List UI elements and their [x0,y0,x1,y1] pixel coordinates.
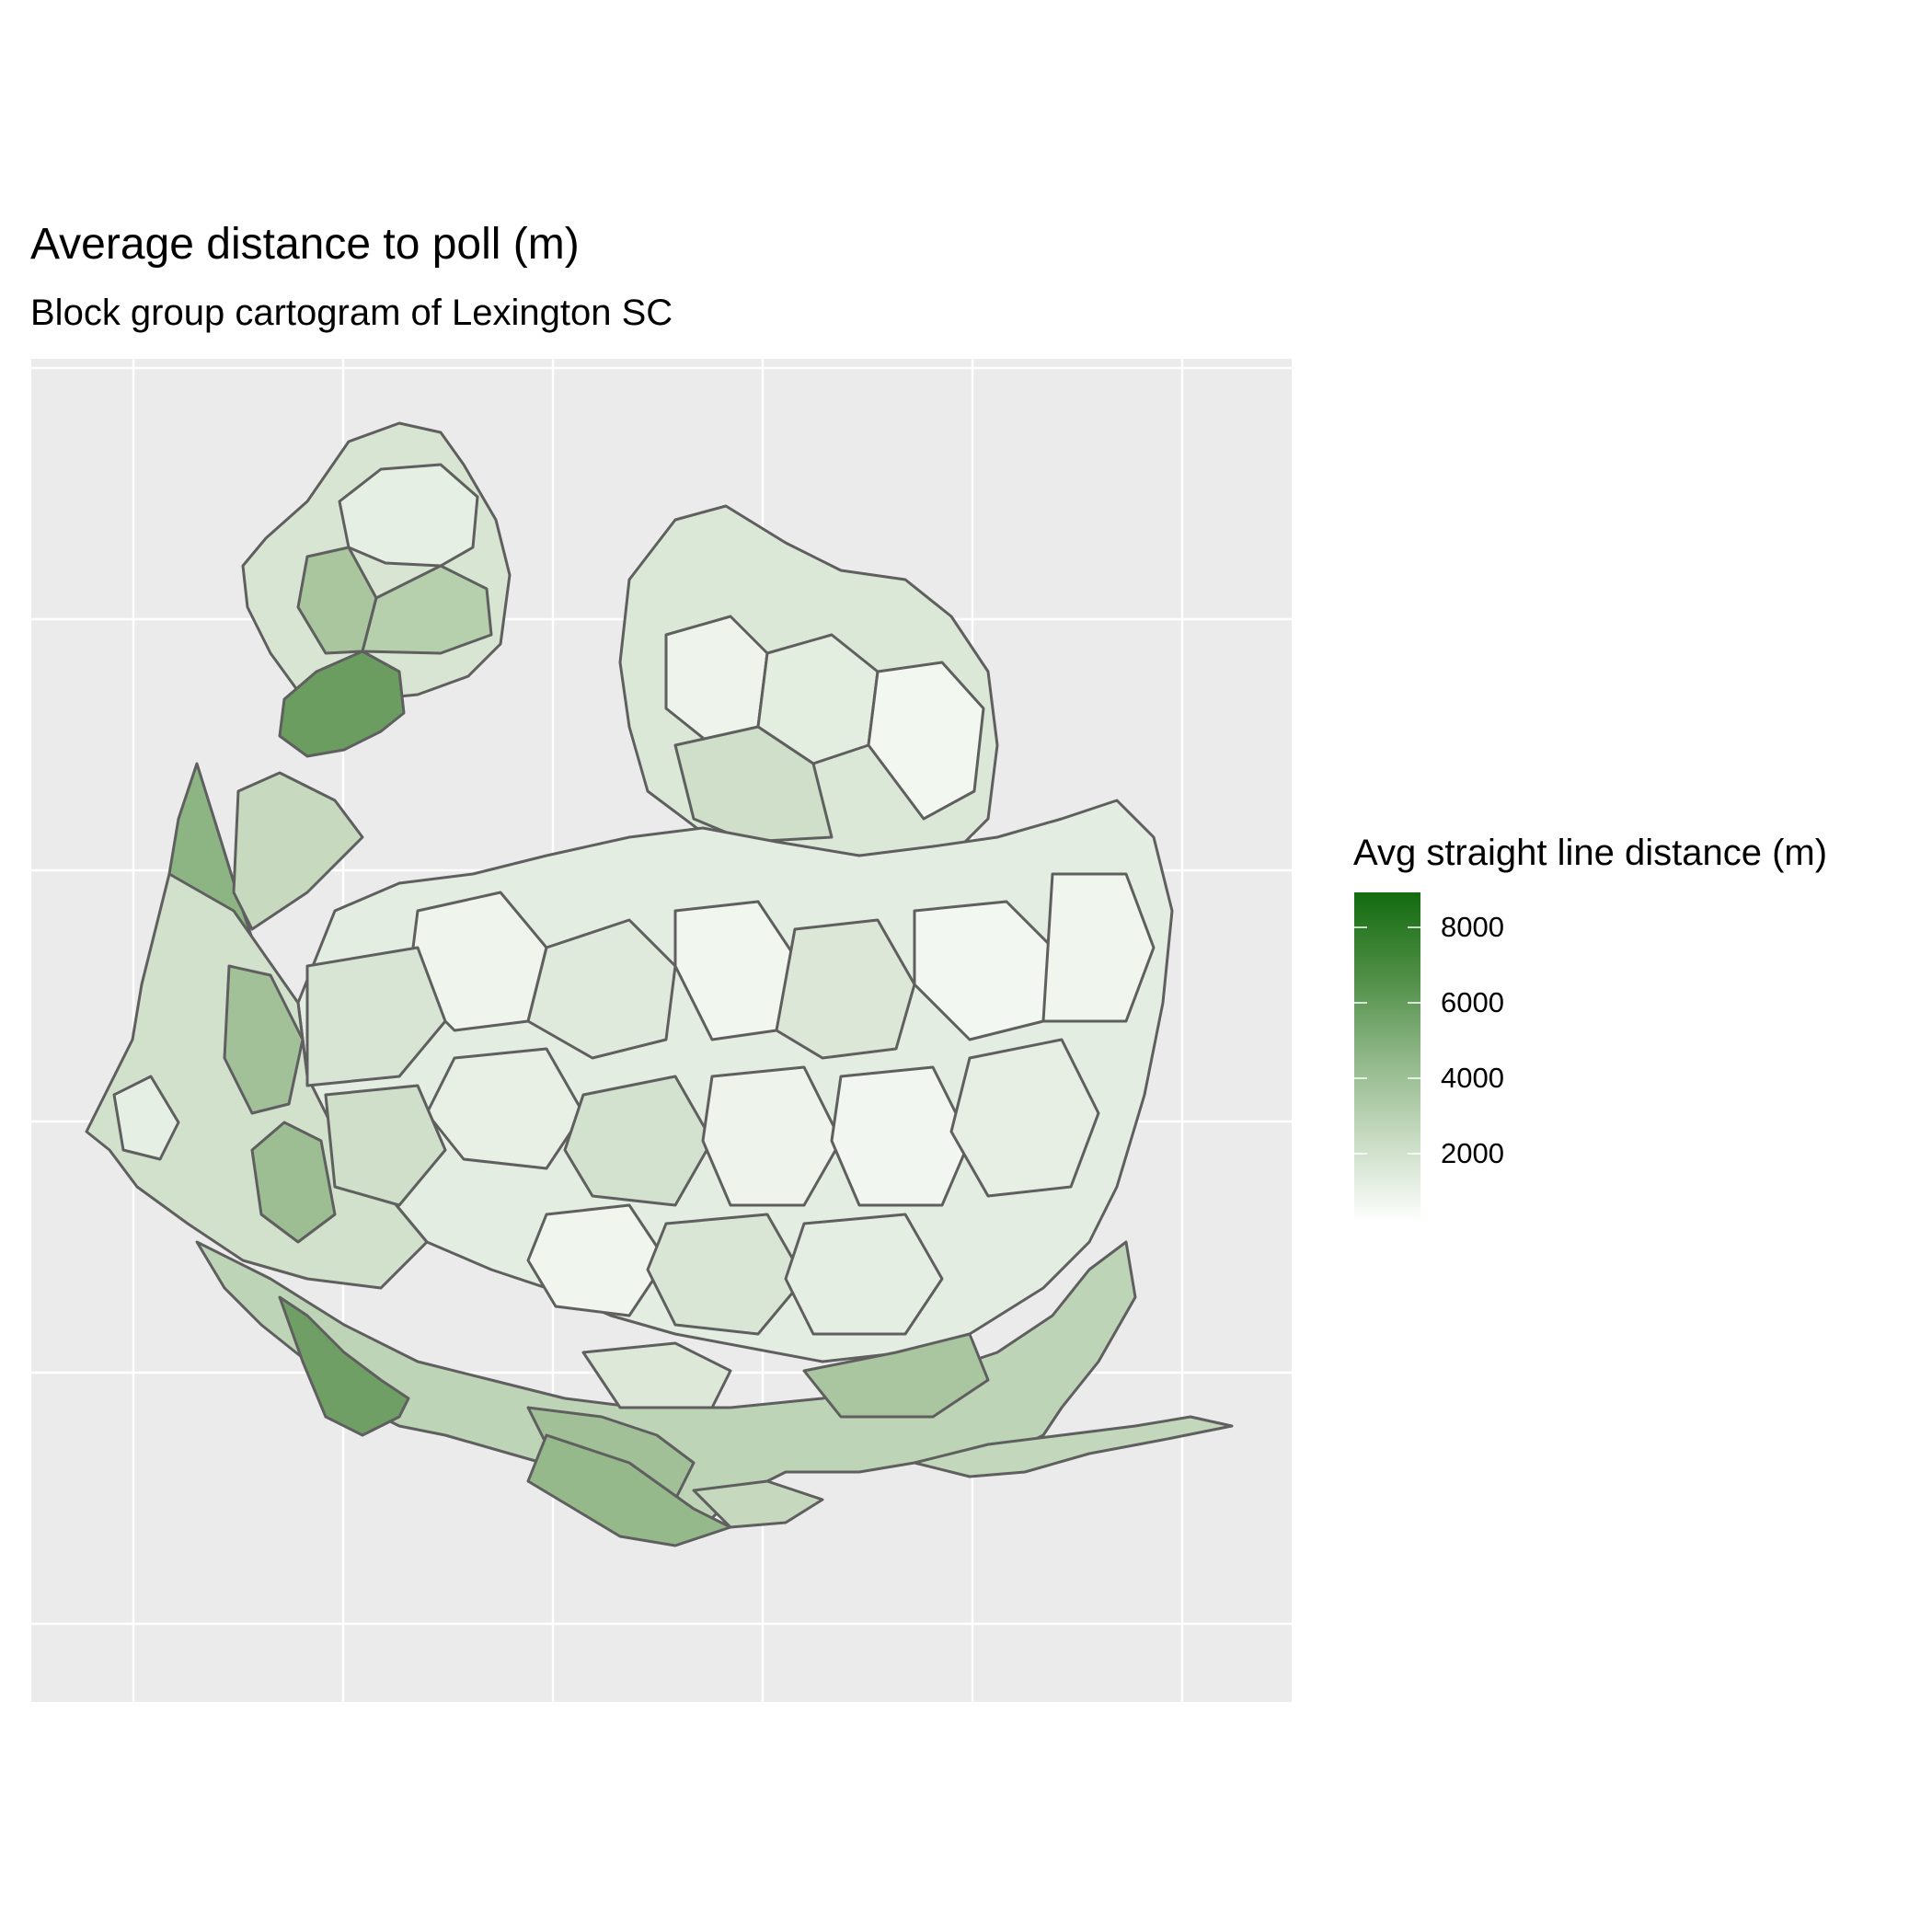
region-west-finger2 [232,771,364,931]
region-core-d [775,918,916,1060]
region-south-d [802,1332,990,1419]
region-west-b [250,1121,337,1244]
region-nw-top [338,463,479,568]
chart-subtitle: Block group cartogram of Lexington SC [30,293,673,333]
cartogram-map [31,359,1292,1702]
legend-label-8000: 8000 [1441,911,1504,943]
region-se-spur [913,1415,1234,1478]
map-regions [86,423,1234,1547]
legend-label-6000: 6000 [1441,986,1504,1018]
legend-colorbar [1354,892,1420,1224]
legend-label-4000: 4000 [1441,1062,1504,1094]
region-south-c [581,1341,732,1409]
region-west-e [324,1084,447,1207]
region-core-j [830,1065,972,1207]
legend-ticks [1354,926,1420,1155]
region-ne-c [867,661,985,821]
chart-title: Average distance to poll (m) [30,220,580,269]
region-core-k [949,1038,1100,1198]
region-core-m [646,1213,806,1336]
region-south-f [692,1479,824,1529]
region-core-l [526,1203,668,1317]
region-core-h [563,1075,714,1207]
region-core-b [526,918,677,1060]
region-west-a [223,964,305,1115]
region-core-i [701,1065,843,1207]
region-core-f [1041,872,1156,1023]
legend-title: Avg straight line distance (m) [1353,833,1828,873]
region-sw-bottom [526,1433,732,1547]
region-nw-fan [278,650,406,758]
region-west-d [305,946,447,1087]
legend-label-2000: 2000 [1441,1137,1504,1169]
region-ne-d [673,725,834,844]
region-core-n [784,1213,944,1336]
region-south-a [278,1295,410,1437]
region-west-c [112,1075,180,1161]
